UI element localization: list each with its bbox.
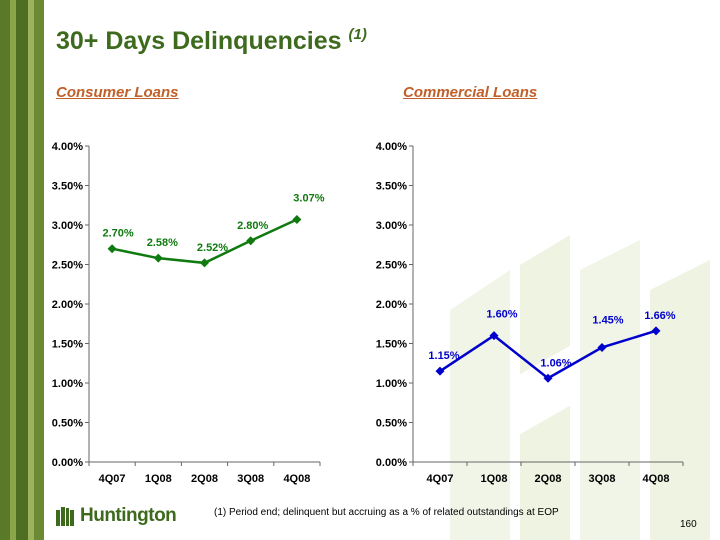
consumer-data-label: 3.07% [293, 192, 324, 204]
commercial-x-tick-label: 4Q08 [643, 473, 670, 485]
commercial-x-tick-label: 4Q07 [427, 473, 454, 485]
consumer-data-point [107, 244, 117, 254]
commercial-loans-chart: 0.00% 0.50% 1.00% 1.50% 2.00% 2.50% 3.00% 3.50%… [376, 141, 684, 485]
consumer-data-label: 2.70% [102, 228, 133, 240]
page-title: 30+ Days Delinquencies (1) [56, 26, 367, 55]
commercial-x-tick-label: 3Q08 [589, 473, 616, 485]
consumer-y-tick-label: 2.00% [52, 299, 83, 311]
commercial-y-tick-label: 0.50% [376, 418, 407, 430]
commercial-y-tick-label: 1.50% [376, 339, 407, 351]
commercial-y-tick-label: 2.50% [376, 260, 407, 272]
huntington-logo-mark-icon [56, 506, 74, 526]
page-number: 160 [680, 519, 697, 530]
commercial-data-label: 1.06% [540, 357, 571, 369]
consumer-data-point [200, 258, 209, 268]
commercial-y-tick-label: 2.00% [376, 299, 407, 311]
commercial-y-tick-label: 0.00% [376, 457, 407, 469]
consumer-y-tick-label: 1.50% [52, 339, 83, 351]
consumer-y-tick-label: 4.00% [52, 141, 83, 153]
consumer-data-point [246, 236, 256, 246]
commercial-data-point [651, 326, 661, 336]
consumer-y-tick-label: 0.50% [52, 418, 83, 430]
commercial-data-label: 1.15% [428, 350, 459, 362]
consumer-y-tick-label: 1.00% [52, 378, 83, 390]
consumer-data-label: 2.58% [147, 237, 178, 249]
consumer-x-tick-label: 4Q07 [99, 473, 126, 485]
commercial-data-label: 1.45% [592, 314, 623, 326]
consumer-loans-chart: 0.00% 0.50% 1.00% 1.50% 2.00% 2.50% 3.00% 3.50%… [52, 141, 325, 485]
consumer-y-tick-label: 3.00% [52, 220, 83, 232]
commercial-y-tick-label: 1.00% [376, 378, 407, 390]
commercial-y-tick-label: 4.00% [376, 141, 407, 153]
commercial-data-point [597, 342, 607, 352]
consumer-data-label: 2.80% [237, 220, 268, 232]
commercial-series-line [439, 329, 657, 380]
commercial-loans-heading: Commercial Loans [403, 84, 538, 101]
consumer-x-tick-label: 3Q08 [237, 473, 264, 485]
consumer-loans-heading: Consumer Loans [56, 84, 179, 101]
watermark-logo [450, 235, 710, 540]
commercial-data-label: 1.60% [486, 309, 517, 321]
consumer-y-tick-label: 3.50% [52, 181, 83, 193]
huntington-logo: Huntington [56, 505, 177, 527]
commercial-data-point [435, 366, 445, 376]
logo-text: Huntington [80, 505, 177, 526]
commercial-x-tick-label: 1Q08 [481, 473, 508, 485]
consumer-y-tick-label: 0.00% [52, 457, 83, 469]
commercial-data-point [543, 373, 553, 383]
title-footnote-ref: (1) [348, 26, 367, 43]
commercial-data-point [489, 331, 499, 341]
commercial-x-tick-label: 2Q08 [535, 473, 562, 485]
consumer-x-tick-label: 4Q08 [283, 473, 310, 485]
consumer-x-tick-label: 1Q08 [145, 473, 172, 485]
commercial-y-tick-label: 3.50% [376, 181, 407, 193]
consumer-y-tick-label: 2.50% [52, 260, 83, 272]
footnote: (1) Period end; delinquent but accruing … [214, 507, 559, 518]
consumer-data-point [153, 253, 163, 263]
consumer-x-tick-label: 2Q08 [191, 473, 218, 485]
decorative-side-bar [0, 0, 44, 540]
consumer-data-point [292, 214, 302, 224]
consumer-data-label: 2.52% [197, 242, 228, 254]
commercial-y-tick-label: 3.00% [376, 220, 407, 232]
commercial-data-label: 1.66% [644, 310, 675, 322]
